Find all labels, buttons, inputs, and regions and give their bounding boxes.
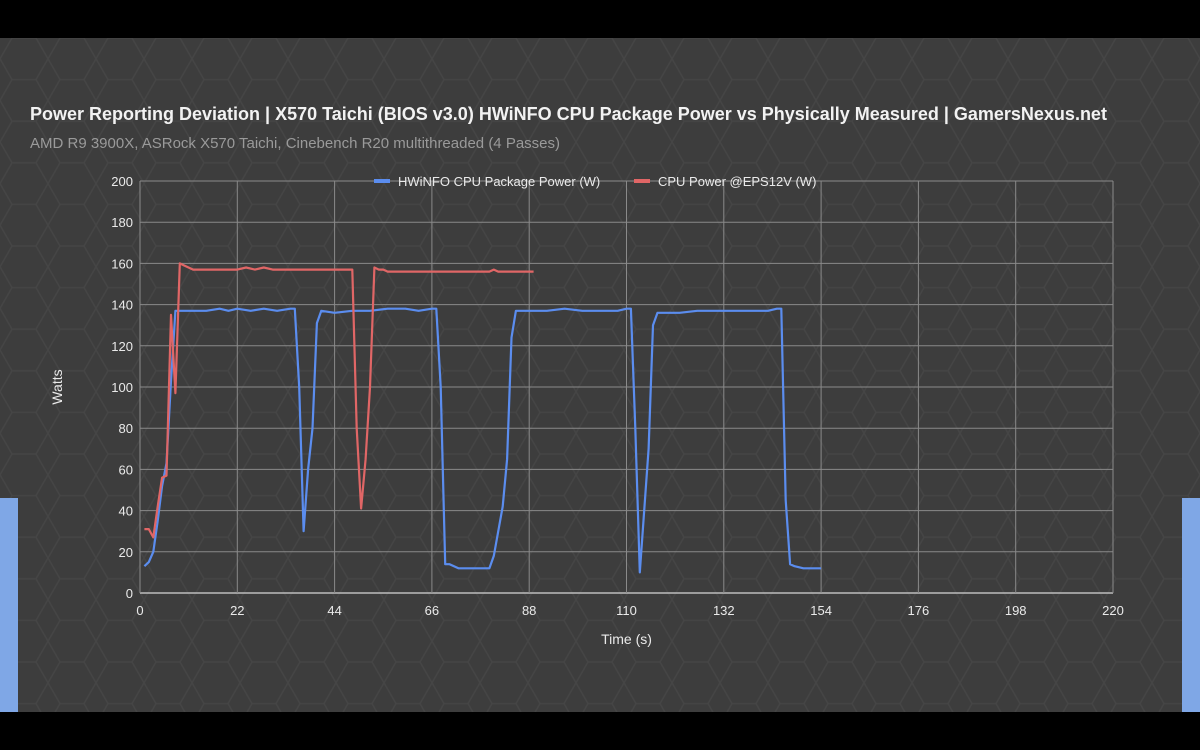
y-tick-label: 100 <box>111 380 133 395</box>
legend-swatch <box>634 179 650 183</box>
legend-label: HWiNFO CPU Package Power (W) <box>398 174 600 189</box>
tick-labels: 0 20 40 60 80 100 120 140 160 180 200 0 22 44 66 88 110 1… <box>111 174 1124 618</box>
x-tick-label: 154 <box>810 603 832 618</box>
right-accent-bar <box>1182 498 1200 712</box>
y-tick-label: 180 <box>111 215 133 230</box>
y-tick-label: 140 <box>111 298 133 313</box>
y-tick-label: 200 <box>111 174 133 189</box>
y-tick-label: 120 <box>111 339 133 354</box>
y-tick-label: 20 <box>119 545 133 560</box>
chart-title: Power Reporting Deviation | X570 Taichi … <box>30 104 1107 124</box>
x-tick-label: 22 <box>230 603 244 618</box>
y-tick-label: 60 <box>119 462 133 477</box>
chart-frame: Power Reporting Deviation | X570 Taichi … <box>0 38 1200 712</box>
y-axis-title: Watts <box>49 369 65 404</box>
legend-label: CPU Power @EPS12V (W) <box>658 174 816 189</box>
legend: HWiNFO CPU Package Power (W) CPU Power @E… <box>374 174 816 189</box>
grid-lines <box>139 180 1114 594</box>
legend-swatch <box>374 179 390 183</box>
chart-subtitle: AMD R9 3900X, ASRock X570 Taichi, Cinebe… <box>30 135 561 152</box>
x-tick-label: 176 <box>908 603 930 618</box>
x-axis-title: Time (s) <box>601 631 652 647</box>
x-tick-label: 44 <box>327 603 341 618</box>
x-tick-label: 132 <box>713 603 735 618</box>
x-tick-label: 88 <box>522 603 536 618</box>
y-tick-label: 80 <box>119 421 133 436</box>
data-series <box>143 262 822 574</box>
x-tick-label: 0 <box>136 603 143 618</box>
series-line-1 <box>143 307 822 574</box>
y-tick-label: 160 <box>111 256 133 271</box>
hexagon-background-pattern <box>0 38 1200 712</box>
y-tick-label: 0 <box>126 586 133 601</box>
x-tick-label: 220 <box>1102 603 1124 618</box>
y-tick-label: 40 <box>119 504 133 519</box>
left-accent-bar <box>0 498 18 712</box>
x-tick-label: 66 <box>425 603 439 618</box>
series-line-2 <box>144 262 534 539</box>
x-tick-label: 110 <box>616 603 637 618</box>
x-tick-label: 198 <box>1005 603 1027 618</box>
line-chart: 0 20 40 60 80 100 120 140 160 180 200 0 22 44 66 88 110 1… <box>49 174 1124 647</box>
